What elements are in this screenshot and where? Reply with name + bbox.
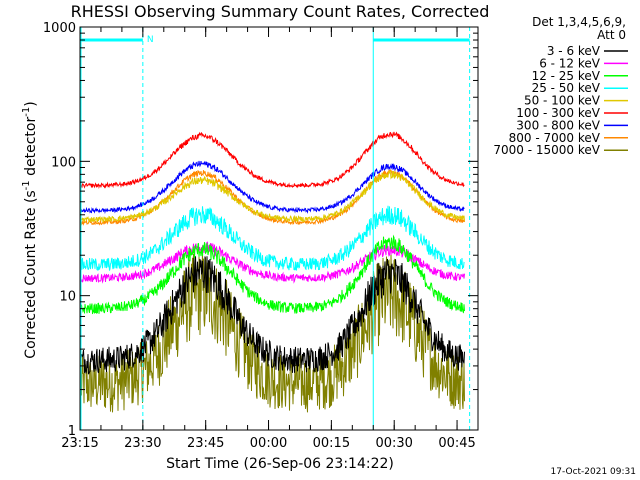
x-tick-label: 23:15: [61, 436, 98, 451]
x-tick-label: 23:45: [187, 436, 224, 451]
series-line-0: [80, 256, 465, 375]
plot-frame: [79, 26, 479, 431]
legend-label: 25 - 50 keV: [532, 81, 601, 95]
series-line-3: [80, 205, 465, 272]
y-label-mid: detector: [23, 117, 39, 181]
series-line-8: [80, 252, 465, 413]
series-line-4: [80, 169, 465, 224]
x-axis-label: Start Time (26-Sep-06 23:14:22): [166, 456, 394, 472]
series-line-5: [80, 131, 465, 189]
legend-label: 12 - 25 keV: [532, 69, 601, 83]
x-tick-label: 00:00: [250, 436, 287, 451]
legend-label: 6 - 12 keV: [539, 56, 601, 70]
y-tick-label: 10: [59, 290, 76, 305]
x-tick-label: 00:45: [438, 436, 475, 451]
y-tick-label: 1000: [43, 21, 76, 36]
series-line-2: [80, 234, 465, 315]
chart-title: RHESSI Observing Summary Count Rates, Co…: [71, 2, 490, 21]
series-line-6: [81, 160, 465, 215]
legend-header-2: Att 0: [597, 28, 626, 42]
x-tick-label: 23:30: [124, 436, 161, 451]
legend-header-1: Det 1,3,4,5,6,9,: [532, 15, 626, 29]
legend-label: 3 - 6 keV: [547, 44, 601, 58]
x-tick-label: 00:30: [375, 436, 412, 451]
y-label-main: Corrected Count Rate (s: [23, 190, 39, 358]
annotation-bar-label: N: [147, 35, 154, 45]
y-label-exp2: -1: [21, 107, 32, 117]
legend-label: 7000 - 15000 keV: [493, 143, 600, 157]
legend-label: 100 - 300 keV: [516, 106, 600, 120]
y-label-exp1: -1: [21, 180, 32, 190]
y-label-end: ): [23, 101, 39, 106]
legend-label: 300 - 800 keV: [516, 118, 600, 132]
legend-label: 50 - 100 keV: [524, 94, 601, 108]
y-tick-label: 100: [51, 155, 76, 170]
y-axis-label: Corrected Count Rate (s-1 detector-1): [21, 101, 39, 358]
y-tick-label: 1: [68, 424, 76, 439]
x-tick-label: 00:15: [313, 436, 350, 451]
timestamp: 17-Oct-2021 09:31: [551, 467, 636, 477]
legend-label: 800 - 7000 keV: [509, 131, 601, 145]
